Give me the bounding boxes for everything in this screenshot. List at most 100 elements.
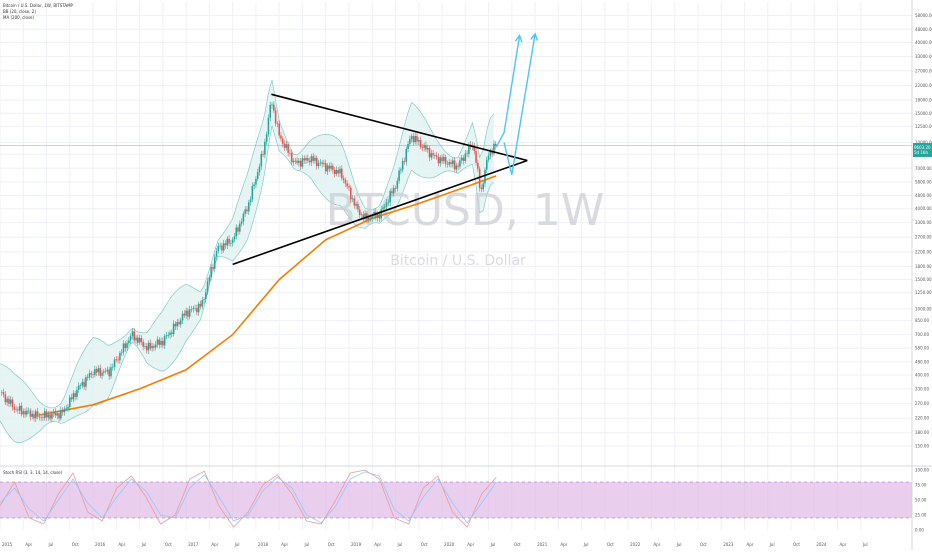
y-axis[interactable]: 150.00 180.00 220.00 270.00 330.00 400.00 480.…	[915, 13, 932, 448]
candle-body	[482, 183, 485, 190]
candle-body	[111, 366, 114, 368]
candle-body	[310, 156, 313, 163]
candle-body	[341, 168, 343, 179]
x-axis[interactable]: 2015 Apr Jul Oct 2016 Apr Jul Oct 2017 Apr Jul 2018…	[2, 542, 868, 547]
candle-body	[249, 199, 252, 203]
candle-body	[480, 187, 483, 190]
candle-body	[108, 369, 110, 377]
y-tick-label: 400.00	[915, 373, 929, 378]
candle-body	[444, 157, 447, 164]
candle-body	[319, 162, 322, 164]
candle-body	[74, 393, 76, 397]
candle-body	[31, 413, 34, 417]
candle-body	[160, 340, 162, 345]
candle-body	[255, 178, 257, 185]
candle-body	[303, 158, 306, 161]
candle-body	[389, 191, 391, 203]
candle-body	[102, 371, 105, 373]
candle-body	[362, 214, 365, 220]
legend-ma[interactable]: MA (200, close)	[3, 15, 35, 20]
y-tick-label: 27000.00	[915, 68, 932, 73]
candle-body	[217, 246, 220, 252]
candle-body	[357, 203, 359, 210]
candle-body	[312, 156, 314, 161]
y-tick-label: 12500.00	[915, 124, 932, 129]
legend-symbol[interactable]: Bitcoin / U.S. Dollar, 1W, BITSTAMP	[3, 3, 73, 8]
candle-body	[407, 144, 409, 150]
candle-body	[153, 345, 155, 348]
candle-body	[364, 213, 366, 220]
price-label-box	[913, 143, 932, 157]
y-tick-label: 700.00	[915, 332, 929, 337]
candle-body	[88, 373, 91, 378]
legend-bb[interactable]: BB (20, close, 2)	[3, 9, 36, 14]
candle-body	[283, 143, 286, 148]
candle-body	[110, 367, 112, 377]
candle-body	[307, 158, 309, 161]
candle-body	[484, 169, 486, 184]
x-tick-label: Apr	[467, 542, 474, 547]
candle-body	[287, 144, 289, 153]
legend-stoch-rsi[interactable]: Stoch RSI (3, 3, 14, 14, close)	[3, 470, 63, 475]
candle-body	[387, 202, 390, 204]
x-tick-label: 2019	[351, 542, 362, 547]
candle-body	[56, 413, 59, 416]
candle-body	[206, 281, 209, 293]
candle-body	[296, 160, 298, 163]
candle-body	[22, 411, 25, 415]
candle-body	[358, 209, 361, 216]
candle-body	[308, 160, 311, 163]
last-price-label: 9603.20 5d 16h	[913, 143, 932, 157]
candle-body	[439, 157, 442, 164]
x-tick-label: Apr	[653, 542, 660, 547]
candle-body	[315, 157, 318, 166]
candle-body	[192, 308, 195, 309]
candle-body	[0, 392, 3, 393]
bollinger-lower	[0, 125, 495, 444]
candle-body	[380, 209, 382, 219]
candle-body	[269, 104, 272, 118]
candle-body	[344, 179, 347, 184]
candle-body	[478, 168, 481, 188]
candle-body	[305, 158, 307, 161]
candle-body	[208, 277, 211, 282]
candle-body	[333, 170, 336, 175]
candle-body	[323, 162, 325, 164]
y-tick-label: 330.00	[915, 386, 929, 391]
candle-body	[212, 267, 214, 269]
candle-body	[342, 178, 345, 180]
candle-body	[360, 214, 363, 216]
candle-body	[179, 320, 182, 325]
candle-body	[26, 410, 28, 415]
candle-body	[90, 373, 93, 375]
candle-body	[151, 345, 153, 349]
candle-body	[20, 405, 23, 415]
candle-body	[425, 145, 427, 150]
candle-body	[385, 202, 388, 207]
candle-body	[104, 371, 107, 372]
candle-body	[462, 157, 465, 161]
candle-body	[459, 160, 461, 167]
candle-body	[58, 413, 60, 419]
x-tick-label: Oct	[421, 542, 428, 547]
candle-body	[137, 337, 139, 343]
candle-body	[419, 139, 422, 148]
candle-body	[163, 336, 166, 346]
x-tick-label: Jul	[303, 542, 309, 547]
candle-body	[247, 202, 250, 212]
candle-body	[117, 359, 119, 361]
y-tick-label: 40000.00	[915, 40, 932, 45]
candle-body	[457, 165, 459, 167]
candle-body	[38, 416, 41, 418]
rsi-y-axis[interactable]: 0.00 25.00 50.00 75.00 100.00	[915, 468, 929, 533]
candle-body	[154, 344, 157, 348]
candle-body	[256, 172, 259, 179]
candle-body	[392, 188, 395, 194]
candle-body	[493, 143, 495, 154]
candle-body	[51, 413, 53, 419]
candle-body	[276, 123, 279, 125]
candle-body	[95, 369, 98, 373]
